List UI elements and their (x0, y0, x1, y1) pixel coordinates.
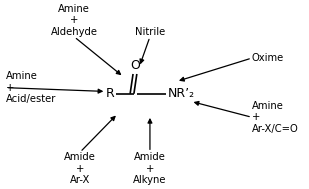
Text: Amide
+
Ar-X: Amide + Ar-X (64, 152, 96, 185)
Text: Amine
+
Acid/ester: Amine + Acid/ester (6, 71, 56, 104)
Text: Amine
+
Ar-X/C=O: Amine + Ar-X/C=O (252, 101, 299, 134)
Text: Nitrile: Nitrile (135, 27, 165, 37)
Text: Oxime: Oxime (252, 53, 284, 63)
Text: NR’₂: NR’₂ (167, 87, 195, 100)
Text: Amide
+
Alkyne: Amide + Alkyne (133, 152, 167, 185)
Text: R: R (106, 87, 115, 100)
Text: O: O (130, 60, 140, 72)
Text: Amine
+
Aldehyde: Amine + Aldehyde (51, 4, 98, 37)
